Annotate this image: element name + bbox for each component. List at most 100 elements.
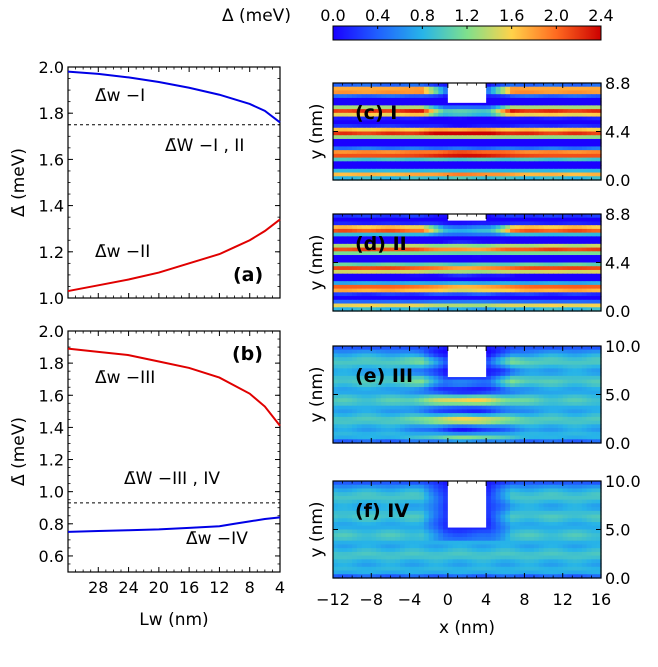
heatmap-cell [428,288,435,293]
heatmap-cell [371,255,377,260]
heatmap-cell [534,390,540,396]
heatmap-cell [352,307,358,312]
heatmap-cell [371,424,377,429]
heatmap-cell [385,269,392,275]
heatmap-cell [581,431,588,437]
heatmap-cell [567,405,573,411]
heatmap-cell [500,383,506,388]
heatmap-cell [586,273,593,279]
heatmap-cell [581,288,588,293]
heatmap-cell [524,364,530,369]
heatmap-cell [524,481,530,486]
heatmap-cell [543,86,549,92]
heatmap-cell [414,232,420,237]
heatmap-cell [557,168,564,174]
heatmap-cell [514,346,521,351]
heatmap-cell [414,413,420,418]
heatmap-cell [562,176,569,181]
heatmap-cell [452,153,459,159]
heatmap-cell [510,138,516,144]
heatmap-cell [524,142,530,148]
heatmap-cell [390,214,396,219]
heatmap-cell [471,165,478,170]
heatmap-cell [366,375,372,381]
heatmap-cell [486,90,492,95]
heatmap-cell [390,232,396,237]
heatmap-cell [390,112,396,118]
heatmap-cell [495,375,502,381]
heatmap-cell [572,131,578,136]
heatmap-cell [553,269,559,275]
heatmap-cell [471,146,478,151]
heatmap-cell [390,269,396,275]
heatmap-cell [409,168,415,174]
heatmap-cell [337,435,344,440]
y-tick-label: 2.0 [39,322,64,341]
heatmap-cell [352,277,358,282]
heatmap-cell [366,299,372,305]
heatmap-cell [385,292,392,297]
heatmap-cell [534,372,540,377]
heatmap-cell [356,390,363,396]
heatmap-cell [495,176,502,181]
heatmap-cell [423,398,430,403]
heatmap-cell [390,266,396,271]
heatmap-cell [390,346,396,351]
heatmap-cell [524,277,530,282]
heatmap-cell [337,97,344,103]
heatmap-cell [462,157,468,162]
heatmap-cell [543,375,549,381]
heatmap-cell [438,375,444,381]
heatmap-cell [371,387,377,392]
heatmap-cell [529,401,535,407]
heatmap-cell [500,105,506,110]
heatmap-cell [490,142,497,148]
heatmap-cell [390,251,396,256]
heatmap-cell [586,247,593,252]
heatmap-cell [423,116,430,121]
heatmap-cell [514,228,521,234]
heatmap-cell [409,243,415,249]
heatmap-cell [510,150,516,155]
heatmap-cell [400,424,406,429]
heatmap-cell [342,247,348,252]
heatmap-cell [490,86,497,92]
heatmap-cell [395,120,401,125]
heatmap-cell [366,269,372,275]
heatmap-cell [361,142,368,148]
heatmap-cell [524,150,530,155]
heatmap-cell [591,368,597,373]
heatmap-cell [562,288,569,293]
heatmap-cell [534,277,540,282]
heatmap-cell [433,90,439,95]
heatmap-cell [371,101,377,106]
heatmap-cell [414,273,420,279]
heatmap-cell [524,86,530,92]
heatmap-cell [577,124,583,129]
heatmap-cell [352,172,358,177]
heatmap-cell [534,284,540,290]
y-axis-label: Δ̄ (meV) [9,417,29,486]
heatmap-cell [333,353,339,358]
heatmap-cell [428,94,435,99]
heatmap-cell [438,214,444,219]
heatmap-cell [356,379,363,384]
heatmap-cell [519,292,526,297]
heatmap-cell [452,131,459,136]
heatmap-cell [490,266,497,271]
heatmap-cell [567,120,573,125]
heatmap-cell [443,481,449,486]
heatmap-cell [596,269,602,275]
heatmap-cell [514,116,521,121]
heatmap-cell [486,413,492,418]
heatmap-cell [524,225,530,230]
heatmap-cell [347,176,353,181]
heatmap-cell [333,168,339,174]
heatmap-cell [514,86,521,92]
panel-c-heatmap: 0.04.48.8y (nm) (c) I [307,74,630,190]
heatmap-cell [385,390,392,396]
heatmap-cell [414,303,420,308]
heatmap-cell [486,225,492,230]
heatmap-cell [423,266,430,271]
heatmap-cell [452,168,459,174]
